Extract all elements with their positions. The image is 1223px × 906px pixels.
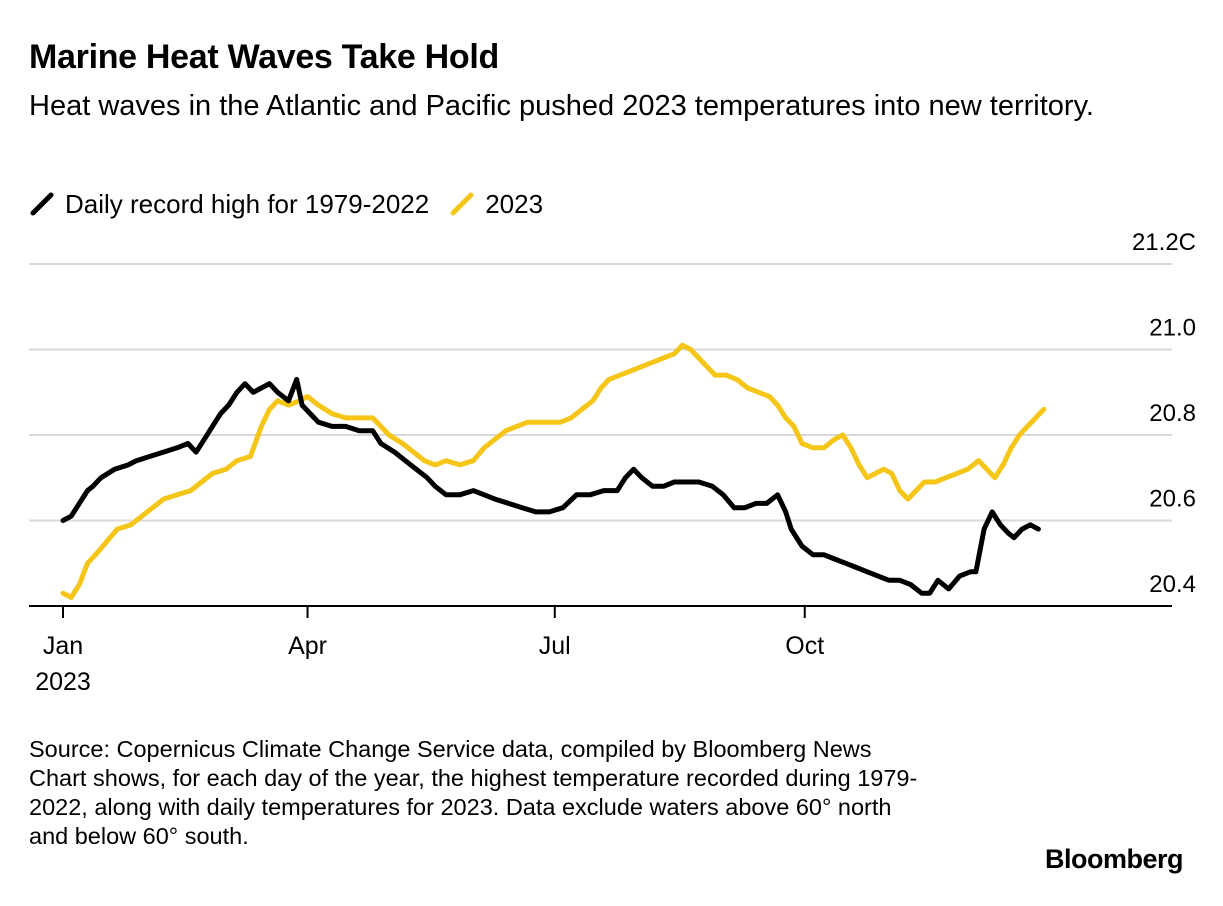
x-axis: Jan 2023 Apr Jul Oct [29, 605, 1172, 696]
chart-description: Chart shows, for each day of the year, t… [29, 765, 918, 849]
x-tick-label: Jul [539, 632, 571, 660]
footnote: Source: Copernicus Climate Change Servic… [29, 735, 929, 851]
y-tick-label: 20.8 [1149, 400, 1196, 427]
legend-swatch-2023-icon [450, 192, 474, 216]
x-tick-label: Oct [785, 632, 824, 660]
y-tick-label: 21.2C [1132, 229, 1196, 256]
y-tick-label: 20.6 [1149, 486, 1196, 513]
x-tick-sublabel: 2023 [35, 668, 91, 696]
legend-item-record-high: Daily record high for 1979-2022 [29, 189, 429, 220]
x-tick-label: Jan [43, 632, 83, 660]
y-tick-label: 20.4 [1149, 571, 1196, 598]
bloomberg-logo: Bloomberg [1044, 844, 1184, 874]
series-lines [60, 342, 1047, 600]
y-tick-label: 21.0 [1149, 315, 1196, 342]
legend-item-2023: 2023 [449, 189, 543, 220]
series-line-2023 [60, 342, 1047, 600]
gridlines [29, 263, 1172, 522]
source-note: Source: Copernicus Climate Change Servic… [29, 736, 872, 762]
legend-label-record-high: Daily record high for 1979-2022 [65, 188, 430, 219]
series-line-record-high [60, 376, 1041, 596]
legend-label-2023: 2023 [485, 188, 544, 219]
y-axis-labels: 20.4 20.6 20.8 21.0 21.2C [1132, 229, 1196, 598]
legend: Daily record high for 1979-2022 2023 [29, 186, 563, 222]
x-tick-label: Apr [288, 632, 327, 660]
chart-title: Marine Heat Waves Take Hold [29, 38, 499, 76]
legend-swatch-record-high-icon [30, 192, 54, 216]
chart-subtitle: Heat waves in the Atlantic and Pacific p… [29, 90, 1094, 122]
